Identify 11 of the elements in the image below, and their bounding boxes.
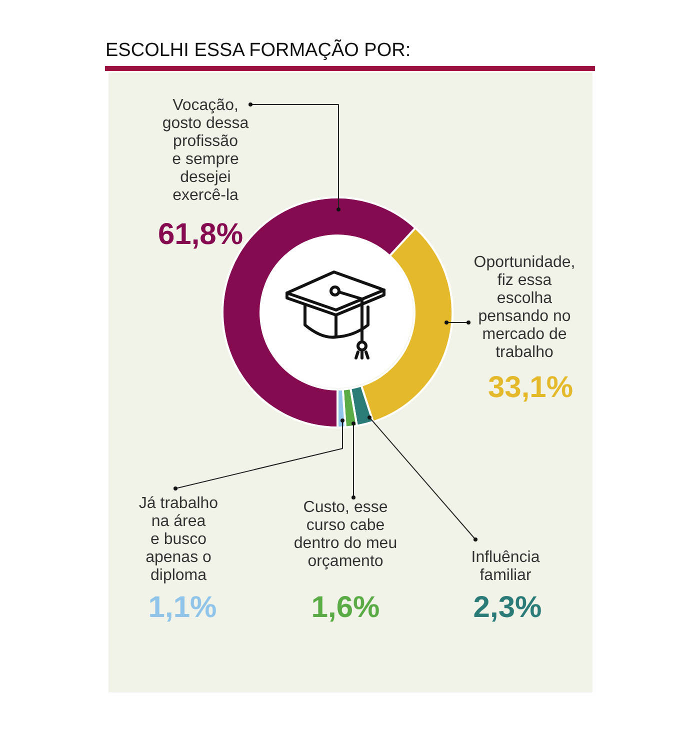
slice-label: Custo, esse curso cabe dentro do meu orçamento bbox=[294, 499, 398, 570]
data-label: 1,1% bbox=[148, 591, 217, 624]
slice-label: Influência familiar bbox=[471, 549, 540, 584]
data-label: 33,1% bbox=[488, 371, 574, 404]
data-label: 1,6% bbox=[311, 591, 380, 624]
slice-label: Vocação, gosto dessa profissão e sempre desejei exercê-la bbox=[162, 97, 249, 204]
data-label: 61,8% bbox=[158, 218, 244, 251]
data-label: 2,3% bbox=[473, 591, 542, 624]
slice-label: Oportunidade, fiz essa escolha pensando no mercado de trabalho bbox=[474, 254, 576, 361]
chart-title: ESCOLHI ESSA FORMAÇÃO POR: bbox=[106, 39, 411, 61]
slice-label: Já trabalho na área e busco apenas o diploma bbox=[138, 495, 218, 584]
